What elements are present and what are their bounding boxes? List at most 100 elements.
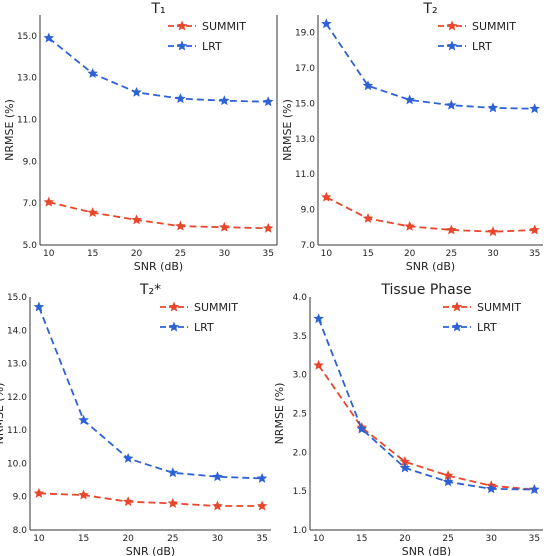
t2-star-lrt-point: [78, 414, 89, 425]
t2-lrt-point: [529, 103, 540, 114]
t2-lrt-point: [446, 99, 457, 110]
tissue-phase-summit-line: [317, 364, 535, 491]
t2-lrt-point: [362, 80, 374, 91]
t2-legend-summit-marker: [446, 20, 458, 31]
t1-x-tick-label: 10: [43, 249, 55, 259]
t2-star-y-tick-label: 12.0: [7, 393, 27, 403]
t2-x-tick-label: 20: [404, 249, 416, 259]
t2-star-lrt-point: [256, 472, 268, 483]
panel-t2-star: 10 15 20 25 30 35 8.0 9.0 10.0 11.0 12.0 13.0 14.0 15…: [0, 282, 271, 556]
t2-star-y-axis-label: NRMSE (%): [0, 383, 6, 445]
t2-x-tick-label: 25: [446, 249, 457, 259]
t2-star-lrt-point: [122, 452, 134, 463]
t2-legend-summit-label: SUMMIT: [472, 20, 516, 33]
tissue-phase-x-tick-label: 20: [399, 534, 411, 544]
t2-summit-point: [529, 224, 540, 235]
tissue-phase-legend-lrt-label: LRT: [477, 321, 497, 334]
t2-x-tick-label: 15: [362, 249, 373, 259]
t1-y-tick-label: 15.0: [17, 32, 37, 42]
tissue-phase-y-tick-label: 1.5: [293, 487, 307, 497]
tissue-phase-y-tick-label: 2.5: [293, 410, 307, 420]
panel-tissue-phase: 10 15 20 25 30 35 1.0 1.5 2.0 2.5 3.0 3.5 4.0 SNR (dB…: [273, 282, 543, 556]
t2-y-tick-label: 19.0: [295, 29, 315, 39]
t1-summit-line: [48, 201, 269, 230]
t1-y-axis-label: NRMSE (%): [3, 99, 16, 161]
tissue-phase-lrt-line: [317, 318, 535, 491]
t2-x-tick-label: 30: [487, 249, 499, 259]
t2-star-y-tick-label: 13.0: [7, 360, 27, 370]
t2-star-lrt-line: [38, 306, 263, 480]
t2-star-summit-point: [256, 500, 268, 511]
t1-x-tick-label: 30: [219, 249, 231, 259]
tissue-phase-legend-lrt-marker: [451, 321, 463, 332]
tissue-phase-x-tick-label: 30: [485, 534, 497, 544]
tissue-phase-y-tick-label: 2.0: [293, 448, 308, 458]
t1-summit-point: [175, 220, 186, 231]
t1-summit-point: [87, 207, 98, 218]
t1-x-tick-label: 35: [262, 249, 273, 259]
tissue-phase-x-tick-label: 15: [356, 534, 367, 544]
t1-legend-lrt-label: LRT: [202, 40, 222, 53]
t2-x-tick-label: 10: [321, 249, 333, 259]
t2-legend-lrt-marker: [446, 40, 458, 51]
tissue-phase-y-tick-label: 1.0: [293, 526, 308, 536]
tissue-phase-summit-point: [313, 359, 324, 370]
t2-star-legend-lrt-label: LRT: [194, 321, 214, 334]
t1-y-tick-label: 7.0: [23, 199, 38, 209]
tissue-phase-x-tick-label: 10: [313, 534, 325, 544]
t2-lrt-point: [487, 102, 499, 113]
tissue-phase-y-tick-label: 3.5: [293, 332, 307, 342]
panel-t1: 10 15 20 25 30 35 5.0 7.0 9.0 11.0 13.0 15.0 SNR (dB…: [3, 1, 278, 273]
t2-star-y-tick-label: 8.0: [13, 526, 28, 536]
tissue-phase-y-tick-label: 3.0: [293, 371, 308, 381]
t2-lrt-line: [325, 23, 535, 110]
tissue-phase-x-axis-label: SNR (dB): [402, 545, 451, 556]
t1-summit-point: [219, 221, 230, 232]
t2-star-lrt-point: [212, 471, 223, 482]
t1-x-tick-label: 15: [87, 249, 98, 259]
t2-star-y-tick-label: 11.0: [7, 426, 27, 436]
t2-y-tick-label: 13.0: [295, 135, 315, 145]
t2-chart-title: T₂: [422, 1, 437, 17]
t2-star-x-axis-label: SNR (dB): [126, 545, 175, 556]
t2-star-summit-point: [122, 496, 134, 507]
tissue-phase-lrt-point: [442, 476, 454, 487]
t1-legend-lrt-marker: [176, 40, 188, 51]
t2-y-tick-label: 15.0: [295, 99, 315, 109]
panel-t2: 10 15 20 25 30 35 7.0 9.0 11.0 13.0 15.0 17.0 19.0 SN…: [281, 1, 543, 273]
tissue-phase-lrt-point: [399, 462, 411, 473]
t1-y-tick-label: 13.0: [17, 74, 37, 84]
tissue-phase-y-tick-label: 4.0: [293, 293, 308, 303]
t2-star-chart-title: T₂*: [139, 282, 161, 298]
t1-lrt-point: [219, 95, 230, 106]
tissue-phase-lrt-point: [529, 484, 540, 495]
t2-summit-line: [325, 196, 535, 233]
t2-x-tick-label: 35: [529, 249, 540, 259]
t2-x-axis-label: SNR (dB): [406, 260, 455, 273]
t2-star-x-tick-label: 20: [122, 534, 134, 544]
tissue-phase-x-tick-label: 35: [529, 534, 540, 544]
tissue-phase-legend-summit-marker: [451, 301, 463, 312]
t2-y-axis-label: NRMSE (%): [281, 99, 294, 161]
tissue-phase-summit-point: [399, 456, 411, 467]
tissue-phase-summit-point: [442, 470, 454, 481]
t2-summit-point: [362, 212, 374, 223]
t2-star-x-tick-label: 35: [256, 534, 267, 544]
t2-summit-point: [321, 191, 332, 202]
t1-y-tick-label: 11.0: [17, 116, 37, 126]
t2-star-summit-point: [212, 500, 223, 511]
t2-star-y-tick-label: 15.0: [7, 293, 27, 303]
t2-star-legend-summit-marker: [168, 301, 180, 312]
t2-star-legend-summit-label: SUMMIT: [194, 301, 238, 314]
t1-x-axis-label: SNR (dB): [134, 260, 183, 273]
t2-star-y-tick-label: 9.0: [13, 493, 28, 503]
t1-y-tick-label: 9.0: [23, 157, 38, 167]
t1-lrt-point: [131, 86, 142, 97]
t2-summit-point: [487, 226, 499, 237]
t2-y-tick-label: 11.0: [295, 170, 315, 180]
t2-star-x-tick-label: 10: [33, 534, 45, 544]
t2-star-summit-point: [33, 487, 45, 498]
t2-legend-lrt-label: LRT: [472, 40, 492, 53]
t2-y-tick-label: 9.0: [301, 206, 316, 216]
